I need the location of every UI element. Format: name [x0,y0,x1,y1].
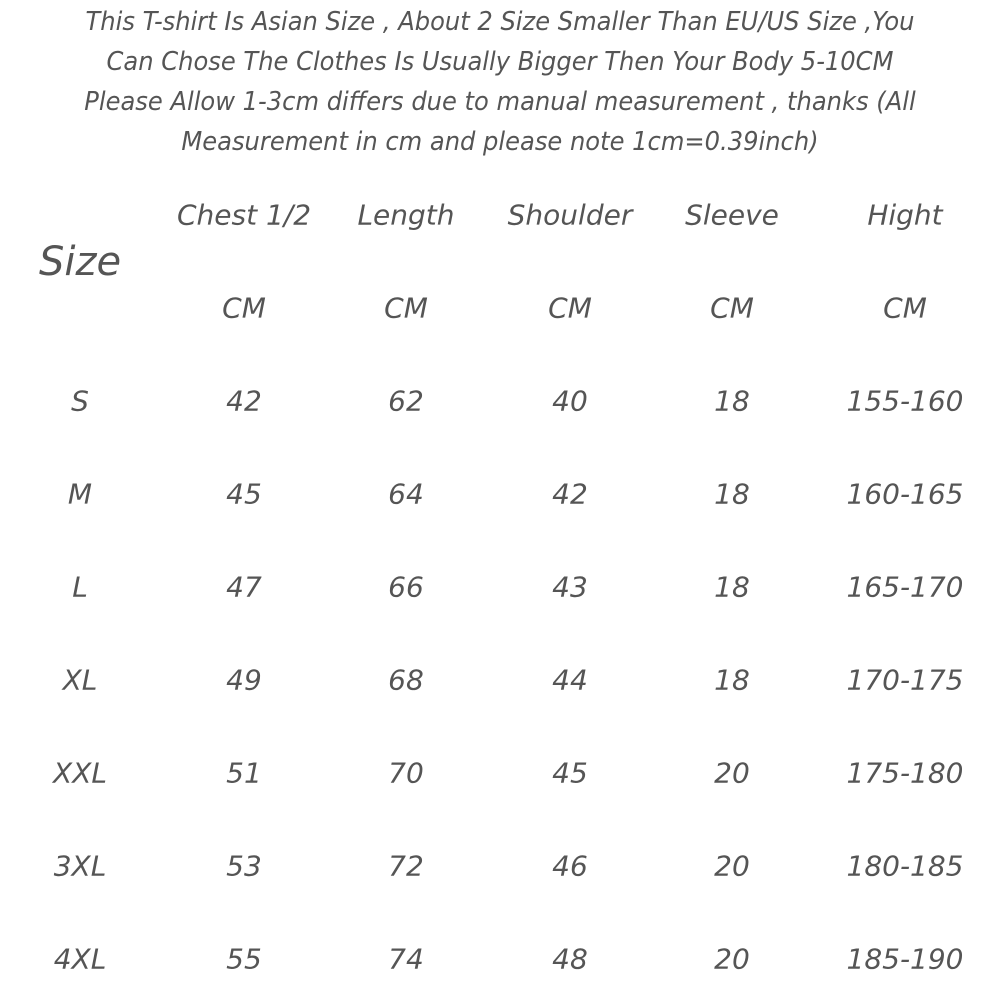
table-cell: 42 [552,477,588,511]
column-unit: CM [384,291,428,325]
size-cell: 3XL [53,849,107,883]
table-cell: 18 [714,477,750,511]
table-cell: 45 [552,756,588,790]
table-cell: 70 [388,756,424,790]
table-cell: 18 [714,384,750,418]
size-cell: S [71,384,89,418]
column-unit: CM [710,291,754,325]
size-column-title: Size [38,239,122,285]
size-cell: M [67,477,93,511]
table-cell: 18 [714,570,750,604]
table-cell: 49 [226,663,262,697]
table-cell: 68 [388,663,424,697]
table-cell: 72 [388,849,424,883]
table-cell: 175-180 [846,756,964,790]
column-unit: CM [548,291,592,325]
column-header: Sleeve [685,198,779,232]
table-cell: 155-160 [846,384,964,418]
table-cell: 20 [714,942,750,976]
size-cell: L [72,570,88,604]
table-cell: 47 [226,570,262,604]
table-cell: 66 [388,570,424,604]
table-cell: 180-185 [846,849,964,883]
table-cell: 45 [226,477,262,511]
table-cell: 42 [226,384,262,418]
column-header: Chest 1/2 [176,198,312,232]
intro-line: This T-shirt Is Asian Size , About 2 Siz… [85,7,915,37]
column-unit: CM [222,291,266,325]
size-cell: 4XL [53,942,107,976]
intro-line: Please Allow 1-3cm differs due to manual… [84,87,916,117]
table-cell: 165-170 [846,570,964,604]
table-cell: 74 [388,942,424,976]
intro-line: Measurement in cm and please note 1cm=0.… [181,127,819,157]
table-cell: 64 [388,477,424,511]
size-cell: XL [62,663,98,697]
table-cell: 55 [226,942,262,976]
table-cell: 20 [714,849,750,883]
intro-line: Can Chose The Clothes Is Usually Bigger … [106,47,894,77]
column-header: Shoulder [507,198,633,232]
intro-text: This T-shirt Is Asian Size , About 2 Siz… [0,2,1000,162]
table-cell: 62 [388,384,424,418]
table-cell: 53 [226,849,262,883]
column-unit: CM [883,291,927,325]
table-cell: 170-175 [846,663,964,697]
table-cell: 51 [226,756,262,790]
table-cell: 160-165 [846,477,964,511]
column-header: Hight [867,198,943,232]
table-cell: 40 [552,384,588,418]
table-cell: 20 [714,756,750,790]
column-header: Length [357,198,455,232]
table-cell: 46 [552,849,588,883]
size-cell: XXL [53,756,107,790]
table-cell: 185-190 [846,942,964,976]
table-cell: 44 [552,663,588,697]
table-cell: 18 [714,663,750,697]
table-cell: 48 [552,942,588,976]
table-cell: 43 [552,570,588,604]
